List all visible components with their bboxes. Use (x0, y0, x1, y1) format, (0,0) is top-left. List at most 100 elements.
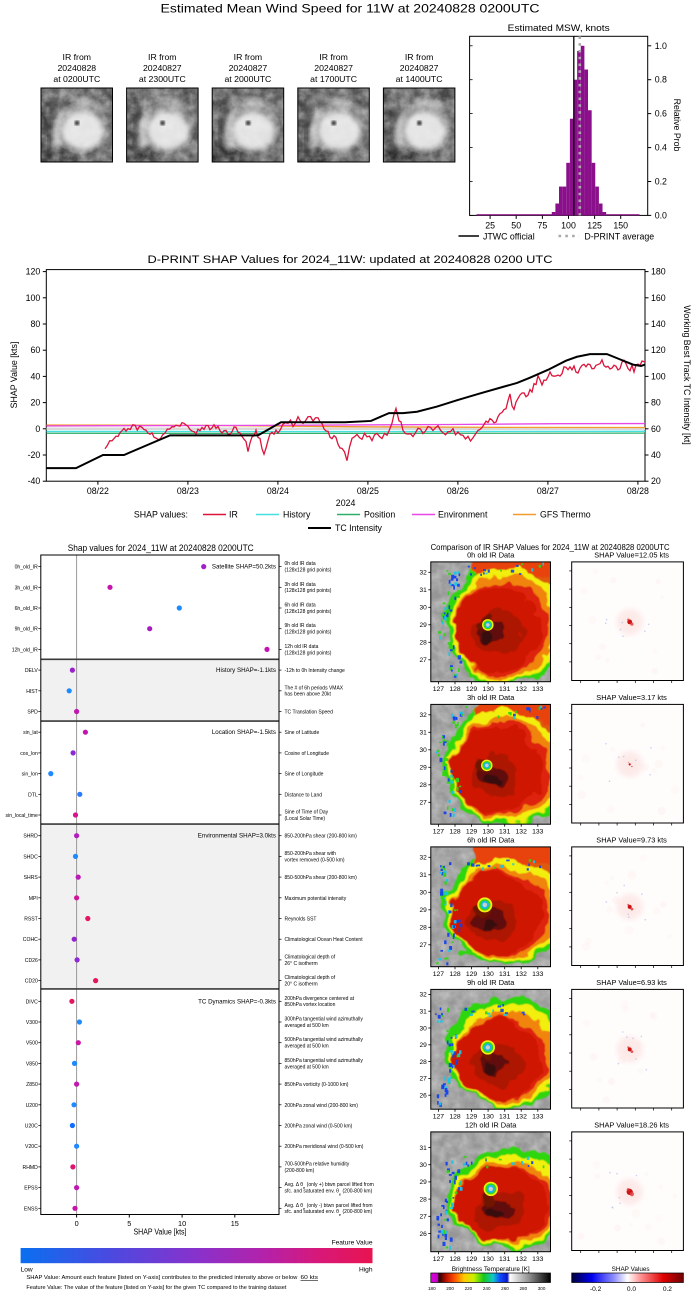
svg-text:129: 129 (466, 1114, 478, 1121)
svg-text:133: 133 (532, 829, 544, 836)
svg-text:60: 60 (651, 424, 661, 434)
svg-text:130: 130 (482, 829, 494, 836)
svg-text:Satellite SHAP=50.2kts: Satellite SHAP=50.2kts (212, 564, 276, 571)
svg-text:260: 260 (501, 1286, 509, 1291)
svg-text:JTWC official: JTWC official (483, 232, 535, 242)
svg-text:at 1700UTC: at 1700UTC (310, 74, 357, 84)
svg-text:D-PRINT SHAP Values for 2024_1: D-PRINT SHAP Values for 2024_11W: update… (148, 254, 553, 266)
svg-text:EPSS: EPSS (24, 1186, 38, 1192)
svg-text:Feature Value: Feature Value (332, 1240, 373, 1247)
svg-text:0.8: 0.8 (655, 75, 667, 85)
svg-text:31: 31 (419, 1145, 427, 1152)
svg-text:29: 29 (419, 765, 427, 772)
svg-text:60 kts: 60 kts (301, 1275, 319, 1281)
svg-text:0h old IR data: 0h old IR data (285, 561, 316, 567)
svg-text:0.4: 0.4 (655, 143, 667, 153)
svg-text:200hPa divergence centered at: 200hPa divergence centered at (285, 996, 355, 1002)
svg-text:U20C: U20C (25, 1124, 38, 1130)
svg-text:V500: V500 (26, 1041, 38, 1047)
svg-text:12h_old_IR: 12h_old_IR (12, 647, 38, 653)
svg-text:3h old IR data: 3h old IR data (285, 582, 316, 588)
svg-text:SHAP Value=18.26 kts: SHAP Value=18.26 kts (594, 1120, 669, 1129)
svg-text:RSST: RSST (24, 917, 38, 923)
svg-text:Environment: Environment (438, 510, 488, 520)
svg-text:28: 28 (419, 782, 427, 789)
svg-text:850hPa vorticity (0-1000 km): 850hPa vorticity (0-1000 km) (285, 1082, 349, 1088)
svg-text:3h old IR Data: 3h old IR Data (467, 693, 515, 702)
svg-text:200hPa zonal wind (200-800 km): 200hPa zonal wind (200-800 km) (285, 1103, 359, 1109)
svg-text:Climatological depth of: Climatological depth of (285, 975, 336, 981)
svg-text:128: 128 (449, 686, 461, 693)
svg-text:160: 160 (651, 293, 666, 303)
svg-text:SHRD: SHRD (23, 834, 38, 840)
svg-text:140: 140 (651, 319, 666, 329)
svg-text:131: 131 (499, 971, 511, 978)
svg-text:V300: V300 (26, 1020, 38, 1026)
svg-text:08/22: 08/22 (87, 486, 109, 496)
svg-text:150: 150 (613, 220, 628, 230)
svg-text:(128x128 grid points): (128x128 grid points) (285, 609, 332, 615)
svg-text:sin_local_time: sin_local_time (6, 813, 38, 819)
svg-text:200: 200 (446, 1286, 454, 1291)
svg-text:D-PRINT average: D-PRINT average (584, 232, 654, 242)
svg-text:100: 100 (26, 293, 41, 303)
svg-text:20240828: 20240828 (57, 63, 96, 73)
svg-text:26: 26 (419, 1231, 427, 1238)
svg-text:12h old IR data: 12h old IR data (285, 644, 319, 650)
svg-text:TC Translation Speed: TC Translation Speed (285, 710, 334, 716)
svg-text:132: 132 (516, 686, 528, 693)
svg-text:1.0: 1.0 (655, 41, 667, 51)
svg-text:Brightness Temperature [K]: Brightness Temperature [K] (452, 1266, 530, 1273)
svg-text:127: 127 (433, 1114, 445, 1121)
svg-text:128: 128 (449, 971, 461, 978)
svg-text:132: 132 (516, 1114, 528, 1121)
svg-text:SHAP values:: SHAP values: (134, 510, 188, 520)
svg-text:0.0: 0.0 (655, 210, 667, 220)
svg-text:30: 30 (419, 890, 427, 897)
svg-text:sin_lat: sin_lat (23, 730, 38, 736)
svg-text:6h_old_IR: 6h_old_IR (15, 606, 39, 612)
svg-text:averaged at 500 km: averaged at 500 km (285, 1064, 329, 1070)
svg-text:Cosine of Longitude: Cosine of Longitude (285, 751, 330, 757)
svg-text:131: 131 (499, 829, 511, 836)
svg-text:IR from: IR from (234, 52, 262, 62)
svg-text:cos_lon: cos_lon (20, 751, 38, 757)
svg-text:Sine of Longitude: Sine of Longitude (285, 772, 324, 778)
svg-text:60: 60 (31, 345, 41, 355)
svg-text:130: 130 (482, 686, 494, 693)
svg-text:32: 32 (419, 570, 427, 577)
svg-text:Maximum potential intensity: Maximum potential intensity (285, 896, 347, 902)
svg-text:(200-800 km): (200-800 km) (285, 1168, 315, 1174)
svg-text:0: 0 (35, 424, 40, 434)
svg-text:50: 50 (511, 220, 521, 230)
svg-text:(Local Solar Time): (Local Solar Time) (285, 816, 326, 822)
svg-text:IR from: IR from (319, 52, 347, 62)
svg-text:132: 132 (516, 829, 528, 836)
svg-text:vortex removed (0-500 km): vortex removed (0-500 km) (285, 857, 345, 863)
svg-text:Climatological depth of: Climatological depth of (285, 954, 336, 960)
svg-text:240: 240 (483, 1286, 491, 1291)
svg-text:IR from: IR from (63, 52, 91, 62)
svg-text:IR from: IR from (405, 52, 433, 62)
svg-text:32: 32 (419, 712, 427, 719)
svg-text:CD20: CD20 (25, 979, 38, 985)
svg-text:31: 31 (419, 587, 427, 594)
svg-text:133: 133 (532, 971, 544, 978)
svg-text:27: 27 (419, 942, 427, 949)
svg-text:Sine of Time of Day: Sine of Time of Day (285, 810, 329, 816)
svg-text:V20C: V20C (25, 1144, 38, 1150)
svg-text:9h old IR Data: 9h old IR Data (467, 978, 515, 987)
svg-text:9h_old_IR: 9h_old_IR (15, 627, 39, 633)
svg-text:40: 40 (651, 450, 661, 460)
svg-text:31: 31 (419, 1009, 427, 1016)
svg-text:Location SHAP=-1.5kts: Location SHAP=-1.5kts (212, 729, 276, 736)
svg-text:180: 180 (428, 1286, 436, 1291)
svg-text:133: 133 (532, 1256, 544, 1263)
svg-text:(128x128 grid points): (128x128 grid points) (285, 630, 332, 636)
svg-text:ENSS: ENSS (24, 1206, 38, 1212)
svg-text:127: 127 (433, 971, 445, 978)
svg-text:32: 32 (419, 855, 427, 862)
svg-text:Reynolds SST: Reynolds SST (285, 917, 317, 923)
svg-text:Avg. Δ θe (only -) btwn parcel: Avg. Δ θe (only -) btwn parcel lifted fr… (285, 1203, 373, 1211)
svg-text:SHAP Value [kts]: SHAP Value [kts] (134, 1228, 187, 1237)
